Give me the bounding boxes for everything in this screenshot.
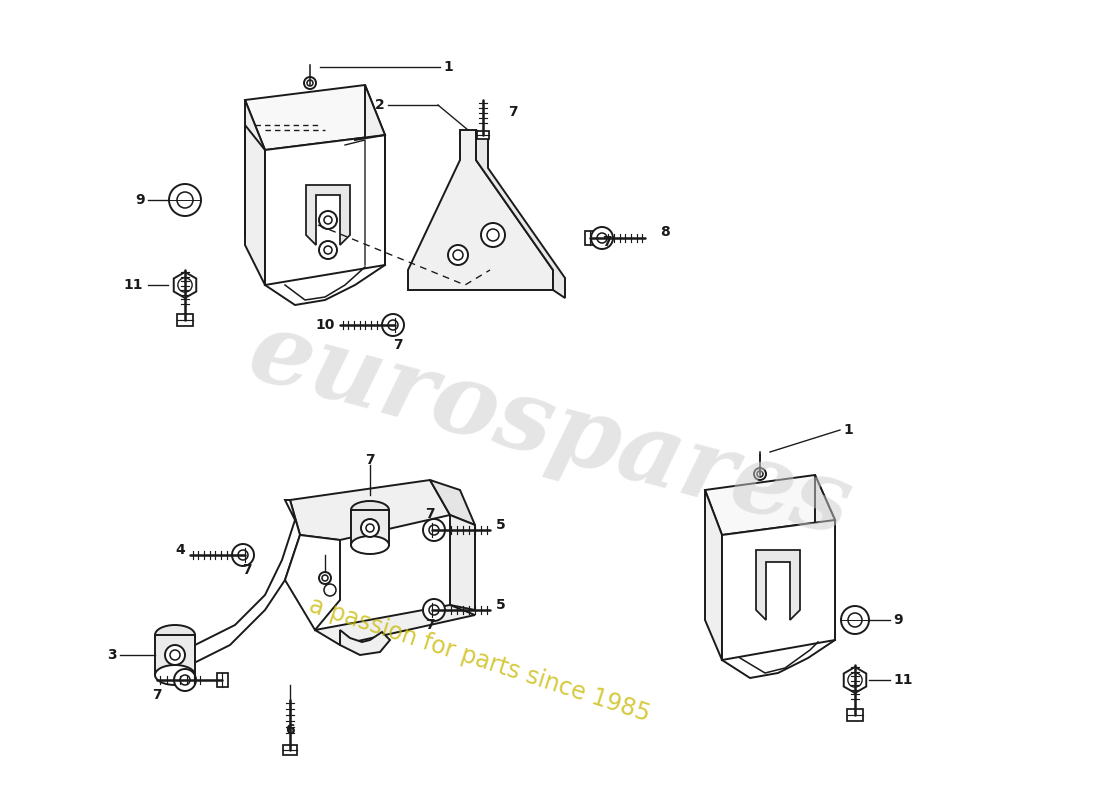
Ellipse shape <box>351 501 389 519</box>
Circle shape <box>319 241 337 259</box>
Text: 7: 7 <box>508 105 518 119</box>
Polygon shape <box>365 85 385 265</box>
Polygon shape <box>408 130 553 290</box>
Polygon shape <box>245 85 385 150</box>
Polygon shape <box>160 500 300 668</box>
Circle shape <box>178 278 192 292</box>
Text: a passion for parts since 1985: a passion for parts since 1985 <box>307 594 653 726</box>
Polygon shape <box>351 510 389 545</box>
Polygon shape <box>265 135 385 285</box>
Circle shape <box>319 572 331 584</box>
Circle shape <box>481 223 505 247</box>
Polygon shape <box>705 490 722 660</box>
Text: 7: 7 <box>602 235 612 249</box>
Text: 7: 7 <box>426 507 434 521</box>
Polygon shape <box>306 185 350 245</box>
Polygon shape <box>477 131 490 139</box>
Text: 9: 9 <box>893 613 903 627</box>
Ellipse shape <box>351 536 389 554</box>
Text: 7: 7 <box>426 618 434 632</box>
Polygon shape <box>240 548 251 562</box>
Circle shape <box>591 227 613 249</box>
Text: eurospares: eurospares <box>239 303 861 557</box>
Circle shape <box>424 519 446 541</box>
Circle shape <box>366 524 374 532</box>
Circle shape <box>238 550 248 560</box>
Circle shape <box>361 519 379 537</box>
Polygon shape <box>290 480 450 540</box>
Polygon shape <box>430 480 475 525</box>
Polygon shape <box>847 709 864 721</box>
Polygon shape <box>844 667 867 693</box>
Text: 5: 5 <box>496 598 506 612</box>
Circle shape <box>848 613 862 627</box>
Polygon shape <box>285 535 340 630</box>
Circle shape <box>424 599 446 621</box>
Text: 7: 7 <box>242 563 252 577</box>
Polygon shape <box>155 635 195 675</box>
Circle shape <box>382 314 404 336</box>
Circle shape <box>170 650 180 660</box>
Circle shape <box>174 669 196 691</box>
Polygon shape <box>177 314 192 326</box>
Circle shape <box>165 645 185 665</box>
Polygon shape <box>340 630 390 655</box>
Text: 3: 3 <box>108 648 117 662</box>
Polygon shape <box>815 475 835 640</box>
Text: 5: 5 <box>496 518 506 532</box>
Text: 11: 11 <box>893 673 913 687</box>
Polygon shape <box>390 318 400 332</box>
Polygon shape <box>705 475 835 535</box>
Circle shape <box>319 211 337 229</box>
Polygon shape <box>585 231 595 245</box>
Circle shape <box>177 192 192 208</box>
Polygon shape <box>217 673 228 687</box>
Circle shape <box>453 250 463 260</box>
Text: 7: 7 <box>393 338 403 352</box>
Text: 4: 4 <box>175 543 185 557</box>
Polygon shape <box>427 523 438 537</box>
Circle shape <box>307 80 314 86</box>
Circle shape <box>842 606 869 634</box>
Polygon shape <box>245 100 265 285</box>
Text: 7: 7 <box>365 453 375 467</box>
Circle shape <box>169 184 201 216</box>
Text: 11: 11 <box>123 278 143 292</box>
Text: 9: 9 <box>135 193 145 207</box>
Circle shape <box>180 675 190 685</box>
Polygon shape <box>476 130 565 298</box>
Circle shape <box>429 525 439 535</box>
Polygon shape <box>427 603 438 617</box>
Text: 6: 6 <box>285 723 295 737</box>
Ellipse shape <box>155 665 195 685</box>
Circle shape <box>848 673 862 687</box>
Circle shape <box>754 468 766 480</box>
Circle shape <box>324 584 336 596</box>
Text: 1: 1 <box>843 423 852 437</box>
Circle shape <box>429 605 439 615</box>
Circle shape <box>324 216 332 224</box>
Text: 8: 8 <box>660 225 670 239</box>
Polygon shape <box>315 605 475 645</box>
Text: 10: 10 <box>316 318 336 332</box>
Text: 2: 2 <box>375 98 385 112</box>
Circle shape <box>487 229 499 241</box>
Circle shape <box>304 77 316 89</box>
Polygon shape <box>450 515 475 610</box>
Circle shape <box>388 320 398 330</box>
Ellipse shape <box>155 625 195 645</box>
Polygon shape <box>174 272 196 298</box>
Circle shape <box>757 471 763 477</box>
Polygon shape <box>283 745 297 755</box>
Text: 1: 1 <box>443 60 453 74</box>
Circle shape <box>324 246 332 254</box>
Polygon shape <box>722 520 835 660</box>
Text: 7: 7 <box>152 688 162 702</box>
Circle shape <box>232 544 254 566</box>
Circle shape <box>322 575 328 581</box>
Circle shape <box>448 245 468 265</box>
Circle shape <box>597 233 607 243</box>
Polygon shape <box>756 550 800 620</box>
